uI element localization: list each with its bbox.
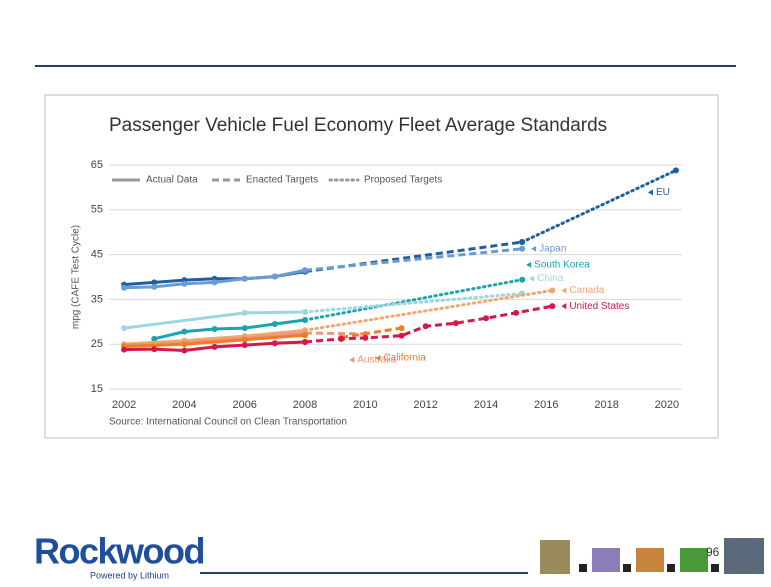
series-label: China — [537, 273, 564, 284]
y-tick-label: 35 — [91, 293, 103, 305]
logo: Rockwood — [34, 531, 204, 572]
series-line — [124, 333, 306, 348]
data-point — [338, 335, 345, 342]
label-pointer — [561, 287, 567, 294]
source: Source: International Council on Clean T… — [109, 417, 347, 428]
page-number: 96 — [706, 545, 720, 559]
series-line — [153, 318, 306, 341]
series-line — [303, 292, 524, 314]
data-point — [211, 279, 218, 286]
data-point — [482, 315, 489, 322]
data-point — [549, 303, 556, 310]
data-point — [422, 323, 429, 330]
data-point — [302, 267, 309, 274]
data-point — [271, 340, 278, 347]
series-label: Japan — [539, 243, 566, 254]
x-tick-label: 2008 — [293, 399, 317, 411]
data-point — [211, 343, 218, 350]
series-line — [123, 328, 306, 346]
data-point — [302, 338, 309, 345]
data-point — [519, 239, 526, 246]
label-pointer — [375, 355, 381, 362]
label-pointer — [647, 189, 653, 196]
series-label: South Korea — [534, 259, 590, 270]
series-line — [303, 278, 524, 322]
data-point — [271, 321, 278, 328]
series-line — [340, 326, 402, 339]
data-point — [151, 283, 158, 290]
data-point — [121, 346, 128, 353]
data-point — [181, 280, 188, 287]
chart-frame — [44, 94, 719, 439]
data-point — [121, 284, 128, 291]
series-line — [304, 247, 523, 272]
x-tick-label: 2018 — [594, 399, 618, 411]
data-point — [452, 320, 459, 327]
x-tick-label: 2016 — [534, 399, 558, 411]
footer-images — [540, 538, 764, 574]
data-point — [181, 347, 188, 354]
data-point — [513, 309, 520, 316]
y-tick-label: 45 — [91, 249, 103, 261]
data-point — [151, 346, 158, 353]
data-point — [151, 335, 158, 342]
series-line — [305, 331, 366, 336]
data-point — [241, 336, 248, 343]
x-tick-label: 2012 — [413, 399, 437, 411]
label-pointer — [529, 275, 535, 282]
x-tick-label: 2006 — [232, 399, 256, 411]
data-point — [519, 245, 526, 252]
series-label: Canada — [569, 285, 604, 296]
data-point — [302, 332, 309, 339]
y-axis-label: mpg (CAFE Test Cycle) — [71, 225, 82, 329]
data-point — [302, 317, 309, 324]
label-pointer — [349, 356, 355, 363]
data-point — [181, 328, 188, 335]
data-point — [362, 334, 369, 341]
data-point — [241, 342, 248, 349]
x-tick-label: 2004 — [172, 399, 196, 411]
series-label: EU — [656, 187, 670, 198]
data-point — [549, 287, 556, 294]
y-tick-label: 15 — [91, 383, 103, 395]
data-point — [211, 325, 218, 332]
y-tick-label: 65 — [91, 159, 103, 171]
x-tick-label: 2014 — [474, 399, 498, 411]
data-point — [241, 325, 248, 332]
x-tick-label: 2020 — [655, 399, 679, 411]
logo-tagline: Powered by Lithium — [90, 570, 169, 580]
legend-label: Enacted Targets — [246, 175, 318, 186]
data-point — [398, 325, 405, 332]
legend-label: Actual Data — [146, 175, 198, 186]
label-pointer — [526, 261, 532, 268]
series-line — [303, 288, 554, 332]
legend-label: Proposed Targets — [364, 175, 442, 186]
data-point — [181, 341, 188, 348]
data-point — [121, 325, 128, 332]
x-tick-label: 2010 — [353, 399, 377, 411]
y-tick-label: 25 — [91, 338, 103, 350]
series-label: United States — [569, 301, 629, 312]
data-point — [241, 309, 248, 316]
data-point — [302, 308, 309, 315]
x-tick-label: 2002 — [112, 399, 136, 411]
y-tick-label: 55 — [91, 204, 103, 216]
data-point — [151, 279, 158, 286]
data-point — [271, 273, 278, 280]
label-pointer — [561, 303, 567, 310]
chart-title: Passenger Vehicle Fuel Economy Fleet Ave… — [109, 115, 607, 136]
series-line — [520, 168, 678, 244]
label-pointer — [531, 245, 537, 252]
data-point — [241, 275, 248, 282]
data-point — [398, 332, 405, 339]
series-label: California — [384, 353, 427, 364]
series-label: Australia — [357, 355, 396, 366]
data-point — [672, 167, 679, 174]
data-point — [519, 276, 526, 283]
